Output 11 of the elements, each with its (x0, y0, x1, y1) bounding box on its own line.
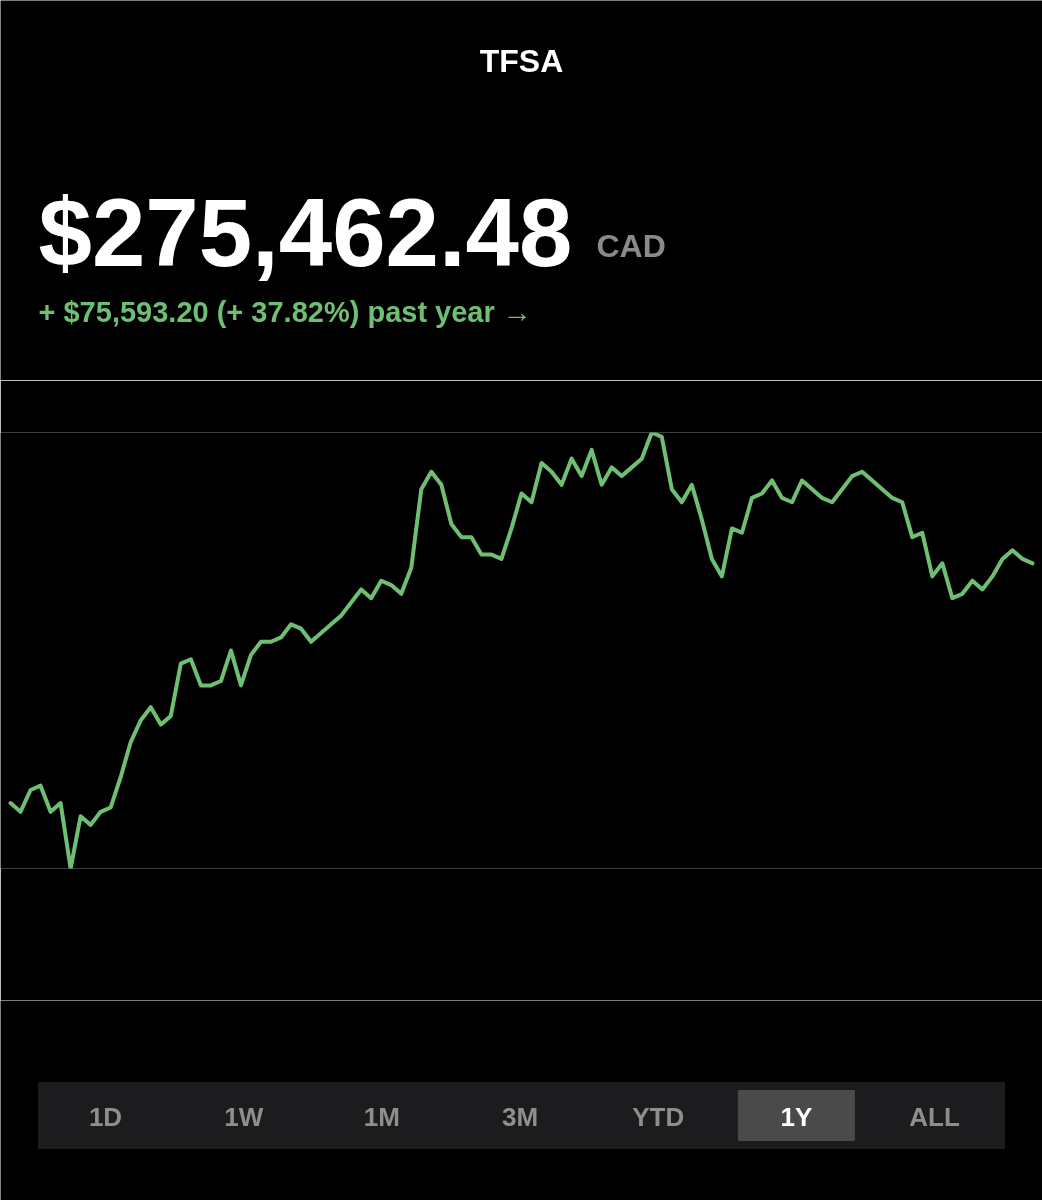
chart-title: TFSA (479, 42, 564, 79)
text: + $75,593.20 (+ 37.82%) past year → (38, 295, 532, 328)
text: 1W (224, 1101, 264, 1132)
text: 1Y (780, 1101, 813, 1132)
text: 3M (501, 1101, 539, 1132)
text: CAD (596, 227, 666, 264)
text: 1D (88, 1101, 123, 1132)
text: ALL (909, 1101, 960, 1132)
text: 1M (363, 1101, 400, 1132)
chart-subtitle: $275,462.48 (38, 179, 573, 286)
text: YTD (632, 1101, 685, 1132)
